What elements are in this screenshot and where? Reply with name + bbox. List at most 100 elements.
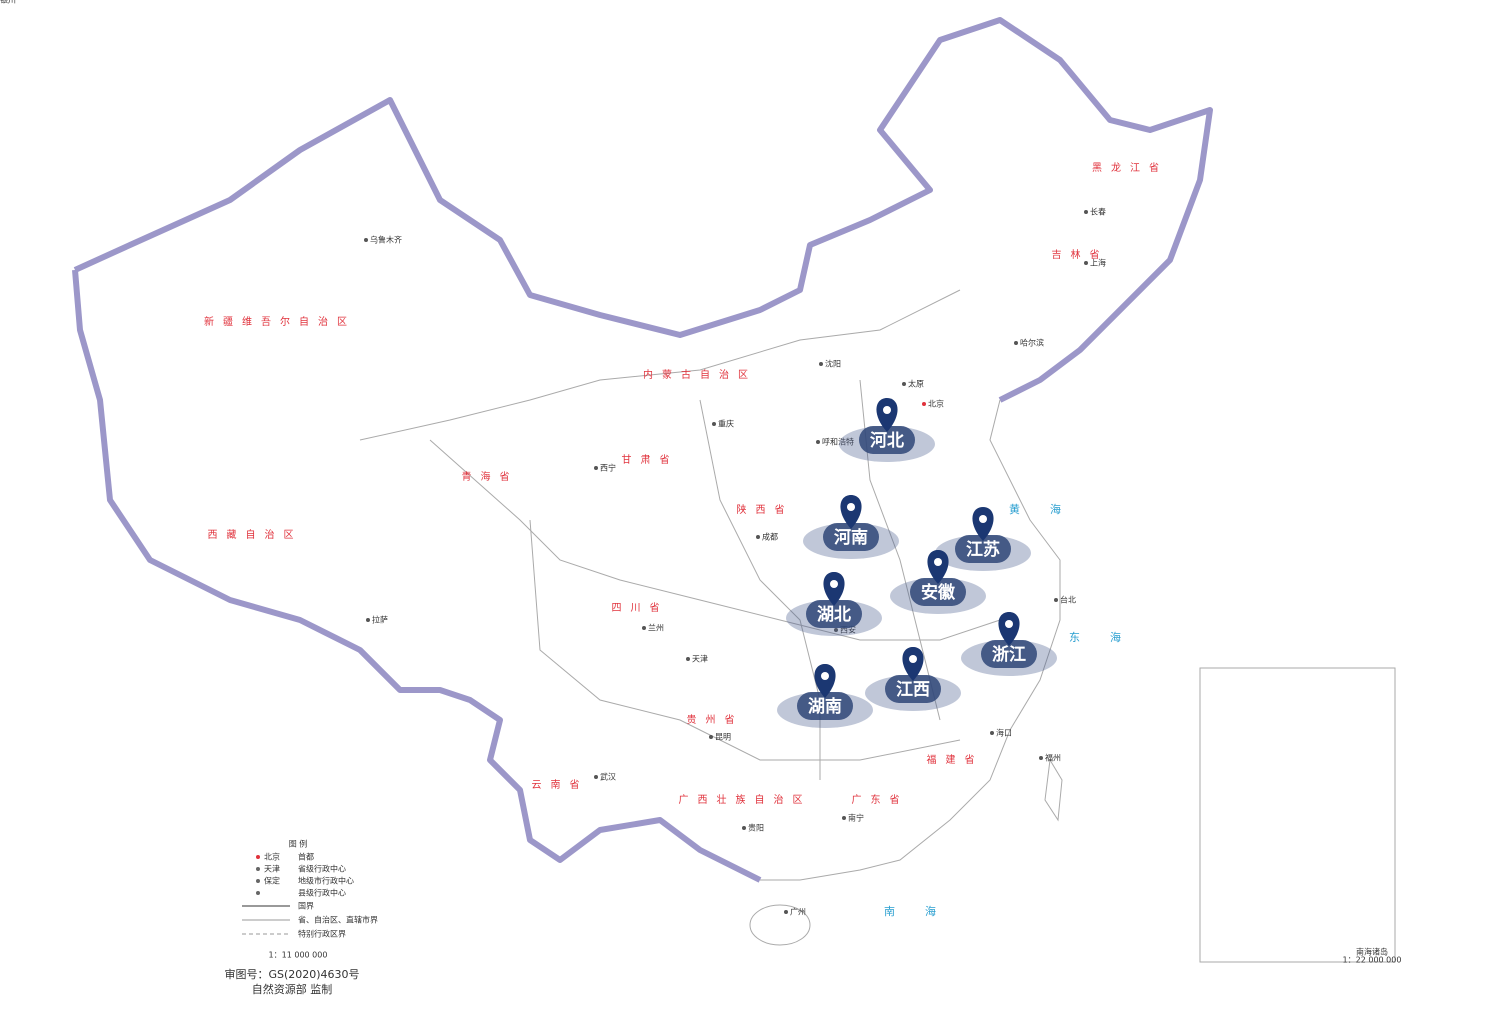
legend-symbol [256,879,260,883]
city-label: 福州 [1045,754,1061,763]
city-dot [1039,756,1043,760]
region-label: 四川省 [612,601,669,614]
marker-label: 江西 [896,680,930,700]
marker-pin-hole [934,558,942,566]
city-label: 太原 [908,379,924,389]
sea-label: 黄海 [1009,502,1091,516]
marker-label: 江苏 [966,539,1000,560]
province-marker[interactable]: 安徽 [890,550,986,614]
city-dot [784,910,788,914]
city-label: 北京 [928,399,944,409]
city-dot [756,535,760,539]
city-dot [594,775,598,779]
city-label: 武汉 [600,772,616,782]
province-marker[interactable]: 湖南 [777,664,873,728]
legend-desc: 地级市行政中心 [298,876,354,886]
city-label: 天津 [692,654,708,664]
city-dot [594,466,598,470]
hainan [749,904,811,946]
province-borders [359,289,1001,780]
province-marker[interactable]: 江苏 [935,507,1031,571]
legend-name: 天津 [264,864,280,874]
region-label: 新疆维吾尔自治区 [204,315,356,328]
legend-desc: 省级行政中心 [298,864,346,874]
province-marker[interactable]: 江西 [865,647,961,711]
marker-pill [955,535,1011,563]
legend-symbol [256,867,260,871]
city-dot [709,735,713,739]
city-dot [842,816,846,820]
city-dot [364,238,368,242]
city-label: 重庆 [718,419,734,429]
city-label: 银川 [0,0,16,5]
marker-pin [902,647,924,681]
city-label: 西安 [840,625,856,635]
legend-line-desc: 省、自治区、直辖市界 [298,915,378,925]
marker-label: 浙江 [992,644,1026,665]
marker-pill [797,692,853,720]
region-label: 贵州省 [687,713,744,726]
region-label: 广西壮族自治区 [679,793,812,806]
city-dot [686,657,690,661]
region-label: 广东省 [852,793,909,806]
province-marker[interactable]: 河北 [839,398,935,462]
region-label: 黑龙江省 [1092,161,1168,174]
marker-pin-hole [847,503,855,511]
city-dot [1054,598,1058,602]
marker-pin [876,398,898,432]
province-marker[interactable]: 浙江 [961,612,1057,676]
city-label: 台北 [1060,595,1076,605]
marker-pin-hole [830,580,838,588]
city-dot [1084,210,1088,214]
province-marker[interactable]: 湖北 [786,572,882,636]
city-label: 呼和浩特 [822,437,854,447]
approval: 审图号：GS(2020)4630号 [224,967,359,981]
region-label: 青海省 [462,470,519,483]
legend-line-desc: 国界 [298,902,314,911]
region-label: 内蒙古自治区 [643,368,757,381]
country-outline [73,17,1213,403]
legend-symbol [256,891,260,895]
city-dot [922,402,926,406]
city-dot [816,440,820,444]
marker-label: 湖北 [817,605,851,625]
city-label: 贵阳 [748,823,764,833]
city-label: 乌鲁木齐 [370,235,402,245]
region-label: 云南省 [532,778,589,791]
region-label: 福建省 [927,753,984,766]
city-label: 西宁 [600,463,616,473]
marker-label: 安徽 [921,582,956,603]
taiwan [1044,758,1063,822]
marker-pin-hole [909,655,917,663]
city-label: 海口 [996,728,1012,738]
city-label: 哈尔滨 [1020,338,1044,348]
marker-pill [823,523,879,551]
city-label: 昆明 [715,733,731,742]
west-border [72,269,762,883]
city-label: 广州 [790,907,806,917]
region-label: 吉林省 [1052,248,1109,261]
city-dot [1084,261,1088,265]
inset-title: 南海诸岛 [1356,947,1388,957]
legend-line-desc: 特别行政区界 [298,929,346,939]
city-label: 兰州 [648,623,664,633]
region-label: 西藏自治区 [208,528,303,541]
province-marker[interactable]: 河南 [803,495,899,559]
marker-pill [910,578,966,606]
city-label: 上海 [1090,258,1106,268]
marker-pin [927,550,949,584]
legend-symbol [256,855,260,859]
city-dot [366,618,370,622]
inset-scale: 1：22 000 000 [1343,956,1402,965]
city-dot [819,362,823,366]
marker-pin-hole [883,406,891,414]
marker-pill [981,640,1037,668]
city-label: 拉萨 [372,615,388,625]
city-dot [1014,341,1018,345]
sea-label: 东海 [1069,630,1151,644]
inset-frame [1199,667,1396,963]
marker-pill [859,426,915,454]
legend-name: 保定 [264,876,280,886]
